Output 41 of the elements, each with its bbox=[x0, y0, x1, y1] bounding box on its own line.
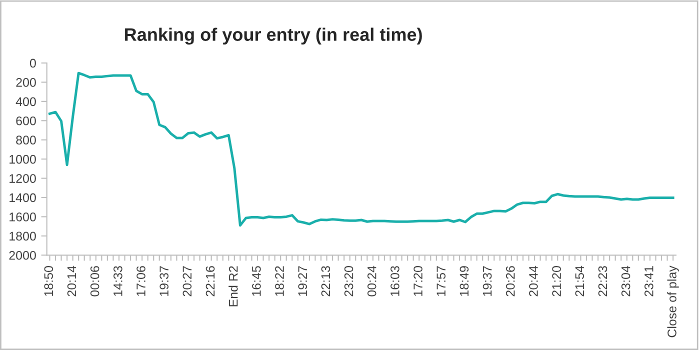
y-tick-label: 800 bbox=[16, 136, 36, 145]
x-tick-label: 16:45 bbox=[252, 266, 261, 296]
y-tick-label: 1200 bbox=[10, 174, 36, 183]
x-tick-label: 00:06 bbox=[90, 266, 100, 296]
x-tick-label: 23:41 bbox=[644, 266, 654, 296]
y-tick-label: 600 bbox=[16, 116, 36, 126]
x-tick-label: 18:22 bbox=[275, 266, 284, 296]
x-tick-label: 18:49 bbox=[460, 266, 469, 296]
y-tick-label: 1000 bbox=[10, 154, 36, 164]
x-tick-label: 21:20 bbox=[552, 266, 561, 296]
x-tick-label: 17:06 bbox=[136, 266, 146, 296]
x-tick-label: 19:27 bbox=[298, 266, 308, 296]
x-tick-label: 14:33 bbox=[113, 266, 122, 296]
x-tick-label: 00:24 bbox=[367, 266, 376, 296]
y-tick-label: 1800 bbox=[10, 232, 36, 241]
x-tick-label: 17:20 bbox=[414, 266, 422, 296]
x-tick-label: 20:44 bbox=[529, 266, 538, 296]
x-tick-label: End R2 bbox=[228, 266, 238, 306]
y-tick-label: 200 bbox=[16, 78, 36, 87]
x-tick-label: 20:26 bbox=[506, 266, 515, 296]
y-tick-label: 400 bbox=[16, 97, 36, 106]
x-tick-label: 22:13 bbox=[321, 266, 330, 296]
x-tick-label: 20:14 bbox=[67, 266, 76, 296]
x-tick-label: 19:37 bbox=[482, 266, 492, 296]
x-tick-label: 18:50 bbox=[44, 266, 54, 296]
y-tick-label: 2000 bbox=[9, 250, 36, 260]
x-tick-label: 20:27 bbox=[182, 266, 192, 296]
y-tick-label: 1400 bbox=[10, 193, 36, 202]
x-tick-label: Close of play bbox=[667, 266, 679, 338]
x-tick-label: 22:23 bbox=[598, 266, 608, 296]
x-tick-label: 23:04 bbox=[621, 266, 630, 296]
chart-title: Ranking of your entry (in real time) bbox=[125, 28, 422, 45]
x-tick-label: 22:16 bbox=[206, 266, 215, 296]
x-tick-label: 21:54 bbox=[575, 266, 584, 296]
y-tick-label: 1600 bbox=[10, 212, 36, 222]
line-series bbox=[48, 72, 674, 227]
x-tick-label: 23:20 bbox=[344, 266, 354, 296]
x-tick-label: 16:03 bbox=[390, 266, 400, 296]
x-tick-label: 17:57 bbox=[436, 266, 446, 296]
x-tick-label: 19:37 bbox=[160, 266, 169, 296]
y-tick-label: 0 bbox=[30, 58, 36, 68]
